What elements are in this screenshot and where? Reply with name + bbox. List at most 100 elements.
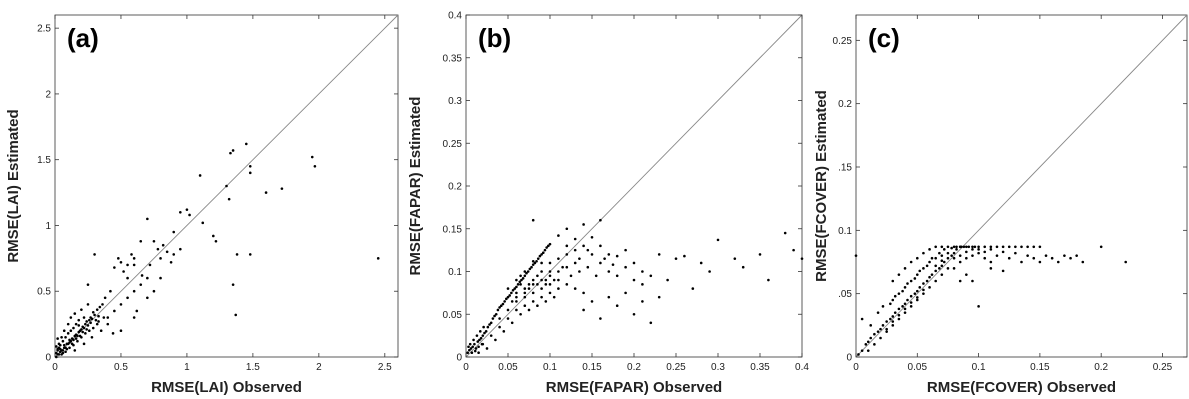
data-point xyxy=(496,308,500,312)
data-point xyxy=(84,322,87,326)
data-point xyxy=(82,326,86,330)
data-point xyxy=(482,325,485,329)
data-point xyxy=(132,263,136,267)
data-point xyxy=(565,227,569,231)
data-point xyxy=(523,287,527,290)
y-tick-label: 1.5 xyxy=(37,155,51,166)
data-point xyxy=(72,326,75,330)
data-point xyxy=(922,288,925,292)
data-point xyxy=(80,308,83,311)
data-point xyxy=(889,302,892,306)
data-point xyxy=(674,257,678,260)
data-point xyxy=(615,274,619,278)
x-tick-label: 2.5 xyxy=(378,362,392,373)
data-point xyxy=(55,345,58,348)
data-point xyxy=(159,257,162,260)
data-point xyxy=(922,267,925,270)
data-point xyxy=(965,256,968,260)
data-point xyxy=(590,300,594,303)
data-point xyxy=(971,245,974,249)
data-point xyxy=(280,187,284,190)
data-point xyxy=(940,273,944,276)
data-point xyxy=(565,244,569,248)
data-point xyxy=(909,305,913,308)
data-point xyxy=(934,264,937,268)
data-point xyxy=(515,285,518,289)
data-point xyxy=(544,300,548,303)
data-point xyxy=(891,279,895,283)
data-point xyxy=(913,277,917,280)
data-point xyxy=(548,261,552,265)
data-point xyxy=(470,351,474,355)
y-tick-label: 2 xyxy=(45,89,51,100)
data-point xyxy=(494,312,498,316)
data-point xyxy=(971,279,974,283)
data-point xyxy=(310,155,314,159)
data-point xyxy=(607,295,611,299)
data-point xyxy=(893,311,897,314)
data-point xyxy=(172,230,176,234)
data-point xyxy=(1001,269,1005,273)
data-point xyxy=(915,256,919,260)
data-point xyxy=(903,302,907,306)
data-point xyxy=(876,330,880,333)
data-point xyxy=(1007,256,1011,260)
data-point xyxy=(73,312,77,315)
data-point xyxy=(1069,256,1072,260)
data-point xyxy=(485,347,489,350)
data-point xyxy=(632,312,636,316)
data-point xyxy=(915,289,919,293)
x-tick-label: 0.3 xyxy=(711,362,725,373)
data-point xyxy=(928,260,931,264)
x-tick-label: 1 xyxy=(184,362,190,373)
data-point xyxy=(515,278,518,282)
data-point xyxy=(903,286,907,289)
data-point xyxy=(518,280,522,284)
data-point xyxy=(683,254,686,258)
data-point xyxy=(866,340,870,344)
data-point xyxy=(140,274,144,277)
data-point xyxy=(146,217,149,221)
data-point xyxy=(1099,245,1103,249)
data-point xyxy=(248,253,252,256)
data-point xyxy=(473,349,477,353)
data-point xyxy=(641,270,644,273)
data-point xyxy=(498,306,501,309)
data-point xyxy=(962,245,966,249)
data-point xyxy=(599,218,602,222)
data-point xyxy=(235,253,239,256)
data-point xyxy=(977,248,980,251)
data-point xyxy=(97,320,100,323)
data-point xyxy=(201,221,205,225)
data-point xyxy=(897,313,901,317)
data-point xyxy=(225,184,228,188)
data-point xyxy=(857,353,860,356)
data-point xyxy=(952,267,956,270)
data-point xyxy=(977,251,980,255)
data-point xyxy=(938,267,941,270)
x-tick-label: 0.1 xyxy=(972,362,986,373)
data-point xyxy=(523,304,527,308)
data-point xyxy=(106,316,110,319)
data-point xyxy=(119,303,123,306)
data-point xyxy=(478,338,481,342)
data-point xyxy=(971,254,974,257)
y-tick-label: 2.5 xyxy=(37,24,51,35)
data-point xyxy=(90,335,94,339)
data-point xyxy=(531,263,535,266)
data-point xyxy=(649,274,653,278)
data-point xyxy=(983,250,987,254)
data-point xyxy=(1063,254,1066,257)
data-point xyxy=(873,343,876,346)
data-point xyxy=(498,325,501,329)
data-point xyxy=(135,309,139,313)
data-point xyxy=(903,311,907,314)
data-point xyxy=(909,279,913,283)
data-point xyxy=(866,349,870,352)
data-point xyxy=(1032,256,1036,260)
data-point xyxy=(540,270,543,273)
data-point xyxy=(607,253,611,256)
data-point xyxy=(66,332,70,335)
data-point xyxy=(493,314,496,318)
